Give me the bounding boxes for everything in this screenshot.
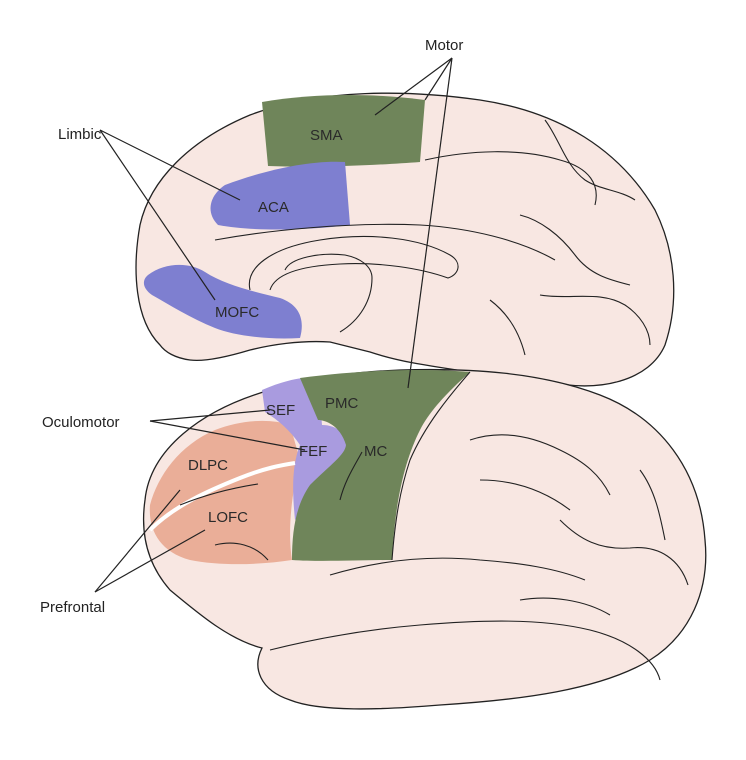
- sma-label: SMA: [310, 127, 343, 144]
- corpus-callosum: [248, 236, 459, 291]
- prefrontal-pointer-dlpc: [94, 489, 181, 593]
- calcarine-sulcus: [539, 294, 651, 346]
- lateral-brain-view: [142, 368, 707, 710]
- limbic-pointer-aca: [99, 129, 241, 201]
- dlpc-label: DLPC: [188, 457, 228, 474]
- prefrontal-pointer-lofc: [94, 529, 206, 593]
- lateral-sulcus-4: [519, 597, 611, 616]
- orbital-sulcus: [214, 542, 269, 561]
- sef-label: SEF: [266, 402, 295, 419]
- temporal-lobe-outline: [269, 620, 661, 681]
- fef-label: FEF: [299, 443, 327, 460]
- aca-region: [210, 161, 350, 230]
- motor-group-label: Motor: [425, 37, 463, 54]
- lateral-sulcus-5: [639, 469, 666, 541]
- oculomotor-pointer-fef: [149, 420, 306, 451]
- motor-pointer-pmc: [407, 57, 453, 389]
- oculomotor-group-label: Oculomotor: [42, 414, 120, 431]
- central-sulcus: [391, 371, 471, 561]
- motor-region: [292, 370, 470, 561]
- lofc-label: LOFC: [208, 509, 248, 526]
- aca-label: ACA: [258, 199, 289, 216]
- pmc-label: PMC: [325, 395, 359, 412]
- medial-brain-view: [135, 92, 675, 387]
- prefrontal-group-label: Prefrontal: [40, 599, 105, 616]
- lateral-sulcus-2: [479, 479, 571, 511]
- medial-sulcus-3: [519, 214, 631, 286]
- sylvian-fissure: [329, 557, 586, 581]
- motor-pointer-right: [424, 57, 453, 101]
- limbic-pointer-mofc: [99, 129, 216, 301]
- limbic-group-label: Limbic: [58, 126, 102, 143]
- mofc-region: [143, 264, 302, 339]
- thalamus-outline: [284, 253, 373, 333]
- lateral-sulcus-3: [559, 519, 689, 586]
- mofc-label: MOFC: [215, 304, 259, 321]
- sma-region: [262, 95, 425, 167]
- principal-sulcus: [179, 483, 259, 506]
- lateral-sulcus-1: [469, 434, 611, 496]
- oculomotor-pointer-sef: [149, 409, 271, 422]
- prefrontal-region: [149, 420, 300, 565]
- medial-sulcus-2: [544, 119, 636, 201]
- cingulate-sulcus: [214, 223, 556, 261]
- medial-sulcus-4: [489, 299, 526, 356]
- mc-label: MC: [364, 443, 387, 460]
- pointer-lines: [94, 57, 453, 593]
- motor-pointer-sma: [374, 57, 453, 116]
- arcuate-sulcus: [339, 451, 363, 501]
- white-band-highlight: [148, 461, 296, 532]
